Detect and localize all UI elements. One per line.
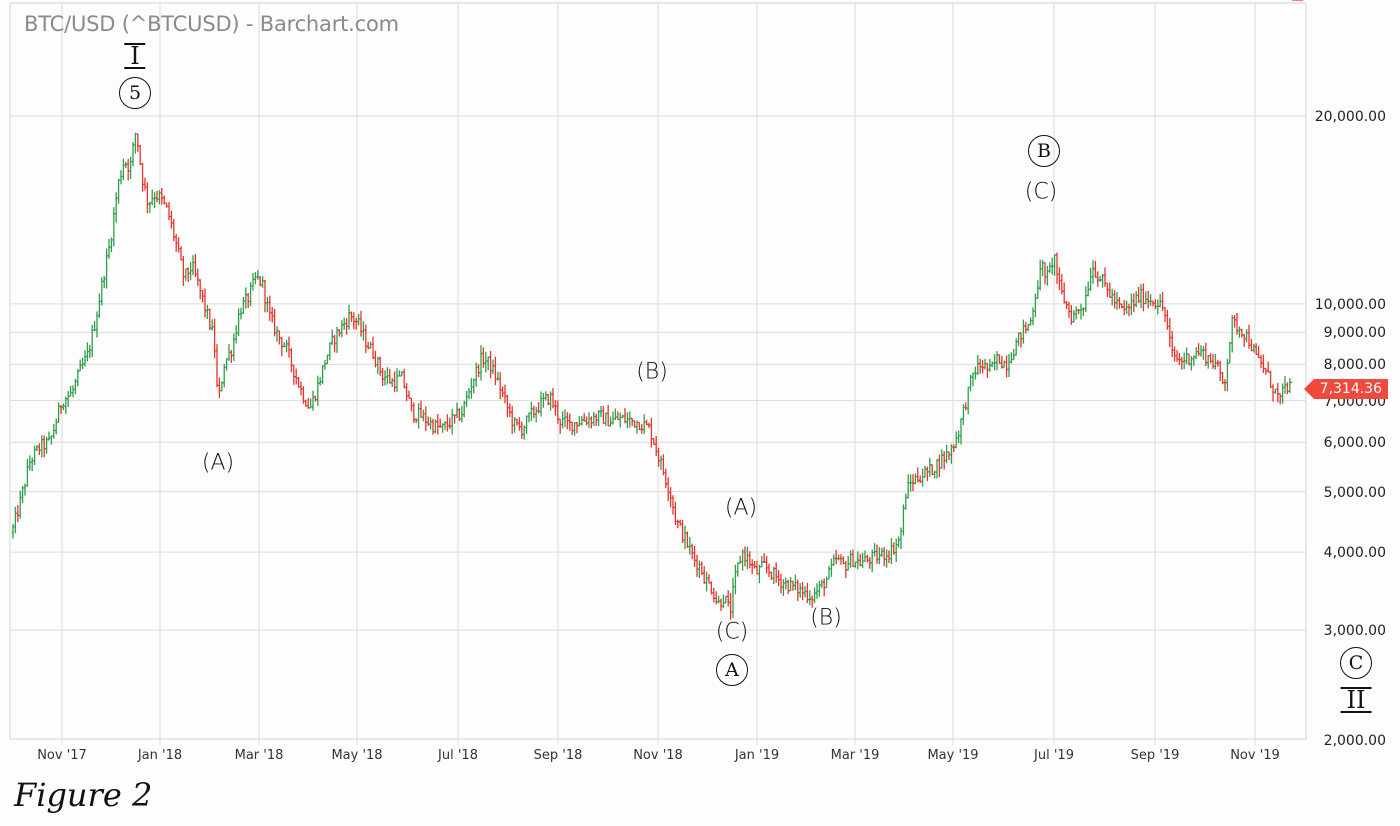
wave-label-paren: (A) <box>201 450 235 476</box>
y-tick-label: 8,000.00 <box>1323 357 1386 374</box>
last-price-badge: 7,314.36 <box>1303 378 1388 399</box>
x-tick-label: Jul '18 <box>438 748 478 763</box>
y-tick-label: 2,000.00 <box>1323 733 1386 749</box>
chart-title: BTC/USD (^BTCUSD) - Barchart.com <box>24 12 399 36</box>
wave-label-circled: B <box>1028 135 1060 167</box>
y-tick-label: 6,000.00 <box>1323 435 1386 452</box>
wave-label-paren: (B) <box>636 359 668 385</box>
wave-label-paren: (B) <box>810 605 842 631</box>
wave-label-circled: A <box>716 654 748 686</box>
wave-label-circled: 5 <box>119 77 151 109</box>
y-tick-label: 10,000.00 <box>1314 296 1386 313</box>
x-tick-label: Sep '19 <box>1130 748 1180 763</box>
y-tick-label: 9,000.00 <box>1323 325 1386 342</box>
x-tick-label: Nov '17 <box>37 748 87 763</box>
x-tick-label: Jan '19 <box>734 748 780 763</box>
x-tick-label: Nov '19 <box>1230 748 1280 763</box>
wave-label-circled: C <box>1340 647 1372 679</box>
figure-caption: Figure 2 <box>14 776 153 814</box>
y-tick-label: 5,000.00 <box>1323 484 1386 501</box>
x-tick-label: Jul '19 <box>1034 748 1074 763</box>
y-tick-label: 3,000.00 <box>1323 623 1386 640</box>
y-tick-label: 20,000.00 <box>1314 109 1386 125</box>
wave-label-paren: (C) <box>1024 179 1058 205</box>
chart-gridlines <box>10 3 1306 745</box>
x-tick-label: Mar '19 <box>830 748 880 763</box>
x-tick-label: Nov '18 <box>633 748 683 763</box>
x-tick-label: Mar '18 <box>234 748 284 763</box>
y-tick-label: 4,000.00 <box>1323 545 1386 562</box>
price-bars <box>11 0 1303 620</box>
x-tick-label: Sep '18 <box>533 748 583 763</box>
wave-label-paren: (A) <box>724 495 758 521</box>
wave-label-roman: II <box>1340 687 1372 713</box>
x-tick-label: May '19 <box>927 748 979 763</box>
plot-area-border <box>9 2 1307 740</box>
x-tick-label: May '18 <box>331 748 383 763</box>
wave-label-paren: (C) <box>715 619 749 645</box>
x-tick-label: Jan '18 <box>137 748 183 763</box>
wave-label-roman: I <box>124 43 146 69</box>
